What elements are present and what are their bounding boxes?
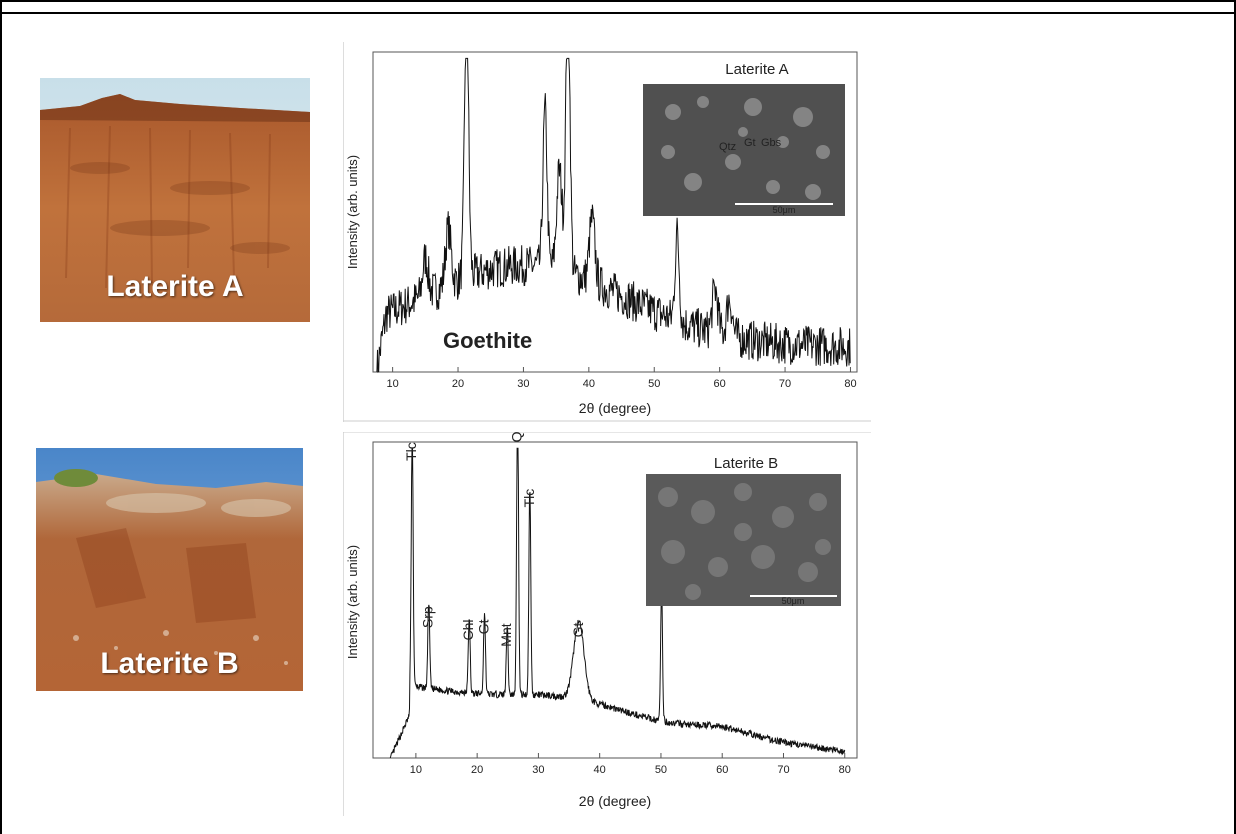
- laterite-b-caption: Laterite B: [100, 647, 239, 680]
- scale-bar-label: 50μm: [782, 596, 805, 606]
- x-tick-label: 20: [452, 378, 464, 390]
- sem-label-gbs: Gbs: [761, 137, 782, 149]
- top-rule: [2, 12, 1234, 14]
- x-tick-label: 30: [532, 764, 544, 776]
- peak-label: Mnt: [498, 623, 514, 646]
- sem-inset: Qtz Gt Gbs 50μm: [643, 84, 845, 216]
- x-tick-label: 70: [777, 764, 789, 776]
- peak-label: Tlc: [521, 489, 537, 508]
- peak-label: Srp: [420, 606, 436, 628]
- x-tick-label: 50: [655, 764, 667, 776]
- scale-bar-label: 50μm: [773, 205, 796, 215]
- x-tick-label: 10: [410, 764, 422, 776]
- x-tick-label: 20: [471, 764, 483, 776]
- xrd-trace: [376, 57, 851, 373]
- laterite-a-caption: Laterite A: [106, 270, 244, 303]
- x-tick-label: 10: [386, 378, 398, 390]
- y-axis-label: Intensity (arb. units): [345, 155, 360, 269]
- chart-title: Laterite B: [714, 455, 778, 472]
- xrd-chart-laterite-a: 10 20 30 40 50 60 70 80 Intensity (arb. units) …: [342, 42, 871, 422]
- plot-area: [372, 441, 858, 759]
- peak-label: Gt: [570, 623, 586, 638]
- x-tick-label: 60: [716, 764, 728, 776]
- laterite-a-photo: Laterite A: [40, 78, 310, 322]
- xrd-chart-a-svg: 10 20 30 40 50 60 70 80 Intensity (arb. units) …: [342, 42, 871, 422]
- xrd-trace: [389, 447, 846, 759]
- x-axis-label: 2θ (degree): [579, 400, 651, 416]
- x-tick-label: 40: [583, 378, 595, 390]
- peak-label: Gt: [476, 619, 492, 634]
- laterite-b-photo: Laterite B: [36, 448, 303, 691]
- x-tick-label: 30: [517, 378, 529, 390]
- peak-label: Qtz: [509, 432, 525, 442]
- plot-area: [372, 51, 858, 373]
- x-axis-label: 2θ (degree): [579, 793, 651, 809]
- x-tick-label: 70: [779, 378, 791, 390]
- sem-label-qtz: Qtz: [719, 141, 736, 153]
- x-tick-label: 80: [839, 764, 851, 776]
- chart-title: Laterite A: [725, 61, 788, 78]
- peak-label: Chl: [460, 619, 476, 640]
- x-tick-label: 60: [714, 378, 726, 390]
- goethite-annotation: Goethite: [443, 328, 532, 353]
- peak-label: Tlc: [403, 442, 419, 461]
- x-tick-label: 50: [648, 378, 660, 390]
- x-tick-label: 40: [594, 764, 606, 776]
- x-tick-label: 80: [844, 378, 856, 390]
- sem-label-gt: Gt: [744, 137, 756, 149]
- sem-inset: 50μm: [646, 474, 841, 606]
- y-axis-label: Intensity (arb. units): [345, 545, 360, 659]
